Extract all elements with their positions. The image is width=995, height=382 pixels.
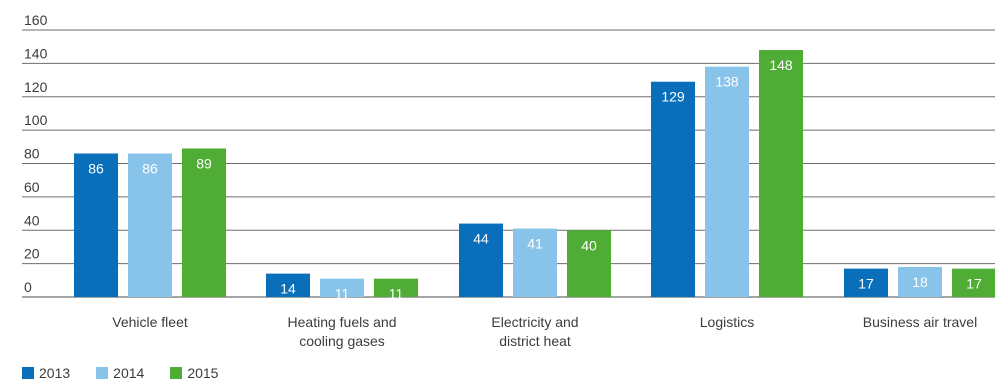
bar bbox=[567, 230, 611, 297]
bar bbox=[651, 81, 695, 297]
bar bbox=[266, 273, 310, 297]
legend-swatch bbox=[170, 367, 183, 379]
y-tick-label: 20 bbox=[24, 246, 40, 262]
x-category-label: Logistics bbox=[700, 314, 754, 330]
data-labels: 86 86 89 14 11 11 44 41 40 129 138 148 17 18 17 bbox=[88, 57, 982, 302]
data-label: 18 bbox=[912, 274, 928, 290]
legend-swatch bbox=[22, 367, 34, 379]
x-category-label: Vehicle fleet bbox=[112, 314, 188, 330]
x-category-label: Electricity and bbox=[491, 314, 578, 330]
legend-item: 2015 bbox=[170, 366, 218, 380]
bar bbox=[74, 153, 118, 297]
data-label: 89 bbox=[196, 155, 212, 171]
y-tick-label: 120 bbox=[24, 79, 48, 95]
legend-swatch bbox=[96, 367, 109, 379]
legend-item: 2014 bbox=[96, 366, 144, 380]
y-tick-label: 100 bbox=[24, 112, 48, 128]
bar bbox=[898, 266, 942, 297]
legend-label: 2014 bbox=[113, 365, 145, 381]
x-category-label: cooling gases bbox=[299, 333, 385, 349]
bar bbox=[459, 223, 503, 297]
x-axis-categories: Vehicle fleet Heating fuels and cooling ga… bbox=[112, 314, 977, 349]
data-label: 86 bbox=[142, 160, 158, 176]
bar bbox=[374, 278, 418, 297]
bar bbox=[513, 228, 557, 297]
x-category-label: Business air travel bbox=[863, 314, 977, 330]
legend-label: 2015 bbox=[187, 365, 219, 381]
data-label: 14 bbox=[280, 281, 296, 297]
y-axis-ticks: 0 20 40 60 80 100 120 140 160 bbox=[24, 12, 48, 295]
data-label: 11 bbox=[389, 286, 404, 302]
bar bbox=[182, 148, 226, 297]
legend-label: 2013 bbox=[39, 365, 71, 381]
data-label: 17 bbox=[858, 276, 874, 292]
bar bbox=[320, 278, 364, 297]
y-tick-label: 140 bbox=[24, 45, 48, 61]
data-label: 11 bbox=[335, 286, 350, 302]
bar bbox=[759, 50, 803, 298]
y-tick-label: 0 bbox=[24, 279, 32, 295]
data-label: 148 bbox=[769, 57, 793, 73]
x-category-label: district heat bbox=[499, 333, 571, 349]
legend-item: 2013 bbox=[22, 366, 70, 380]
legend: 2013 2014 2015 bbox=[22, 364, 244, 382]
data-label: 17 bbox=[966, 276, 982, 292]
bars bbox=[74, 50, 995, 298]
y-tick-label: 60 bbox=[24, 179, 40, 195]
bar bbox=[952, 268, 995, 297]
data-label: 41 bbox=[527, 236, 543, 252]
y-tick-label: 80 bbox=[24, 146, 40, 162]
y-tick-label: 160 bbox=[24, 12, 48, 28]
data-label: 40 bbox=[581, 237, 597, 253]
bar bbox=[128, 153, 172, 297]
data-label: 86 bbox=[88, 160, 104, 176]
data-label: 129 bbox=[661, 89, 685, 105]
x-category-label: Heating fuels and bbox=[288, 314, 397, 330]
data-label: 138 bbox=[715, 74, 739, 90]
y-tick-label: 40 bbox=[24, 212, 40, 228]
data-label: 44 bbox=[473, 231, 489, 247]
bar bbox=[705, 66, 749, 298]
bar bbox=[844, 268, 888, 297]
